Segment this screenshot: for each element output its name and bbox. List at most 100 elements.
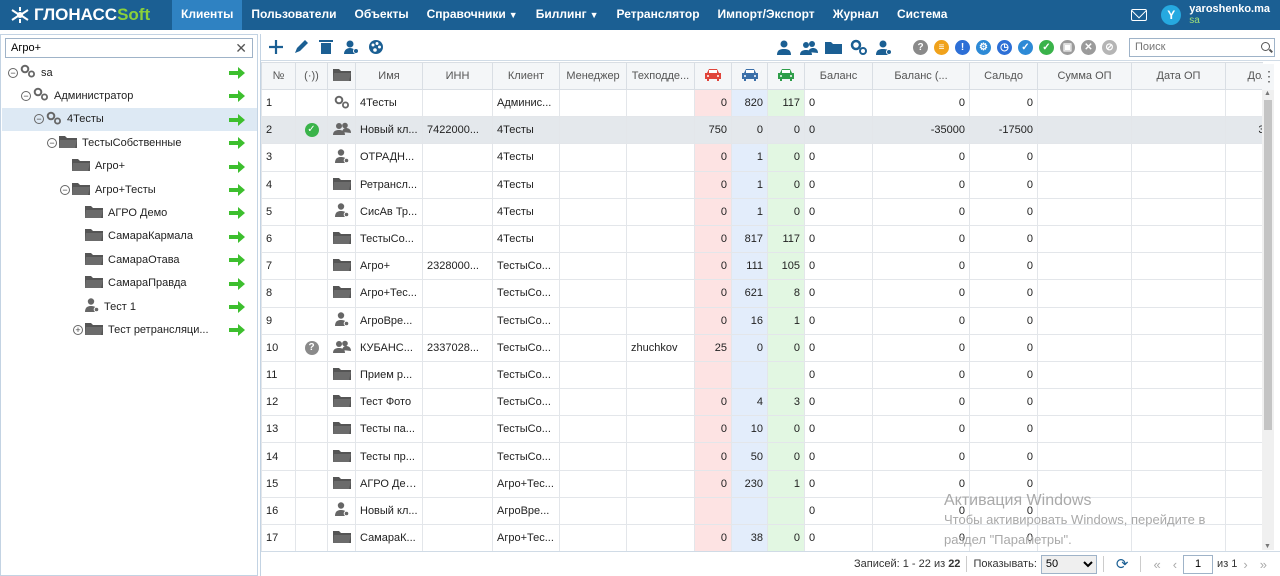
column-header[interactable]: Имя [355,62,423,90]
column-header[interactable]: Дата ОП [1131,62,1226,90]
nav-item-8[interactable]: Система [888,0,957,30]
tree-search-input[interactable] [6,39,252,57]
collapse-icon[interactable]: − [21,90,31,101]
first-page-icon[interactable]: « [1153,556,1161,572]
tree-node[interactable]: − ТестыСобственные [2,131,257,154]
collapse-icon[interactable]: − [60,184,70,195]
column-header[interactable]: Менеджер [559,62,627,90]
go-to-arrow-icon[interactable] [229,113,245,129]
go-to-arrow-icon[interactable] [229,254,245,269]
filter-folder-icon[interactable] [824,37,844,57]
go-to-arrow-icon[interactable] [229,90,245,105]
tree-node[interactable]: Тест 1 [2,295,257,318]
tree-node[interactable]: − 4Тесты [2,107,257,131]
car-green-icon[interactable] [767,62,805,90]
table-row[interactable]: 10? КУБАНС... 2337028... ТестыСо... zhuchkov… [261,333,1263,362]
expand-icon[interactable]: + [73,324,83,335]
car-red-icon[interactable] [694,62,732,90]
scroll-up-icon[interactable]: ▲ [1264,90,1271,97]
nav-item-3[interactable]: Справочники ▼ [418,0,527,30]
tree-node[interactable]: − Агро+Тесты [2,178,257,201]
tree-node[interactable]: − Администратор [2,84,257,107]
collapse-icon[interactable]: − [8,67,18,78]
clock-icon[interactable]: ◷ [997,39,1012,55]
tree-node[interactable]: Агро+ [2,155,257,178]
refresh-icon[interactable]: ⟳ [1115,556,1129,573]
nav-item-1[interactable]: Пользователи [242,0,345,30]
collapse-icon[interactable]: − [34,114,44,125]
column-header[interactable]: Сумма ОП [1037,62,1132,90]
grid-search-input[interactable] [1130,38,1250,56]
car-blue-icon[interactable] [731,62,768,90]
column-header[interactable]: Клиент [492,62,560,90]
thumb-up-icon[interactable]: ✓ [1018,39,1033,55]
column-header[interactable]: (·)) [295,62,328,90]
brand-logo[interactable]: ГЛОНАСС Soft [0,0,172,30]
nav-item-2[interactable]: Объекты [345,0,417,30]
next-page-icon[interactable]: › [1243,556,1248,572]
tree-node[interactable]: СамараКармала [2,225,257,248]
go-to-arrow-icon[interactable] [229,137,245,152]
filter-user-icon[interactable] [774,37,794,57]
go-to-arrow-icon[interactable] [229,184,245,199]
nav-item-4[interactable]: Биллинг ▼ [527,0,608,30]
delete-icon[interactable] [316,37,336,57]
warning-icon[interactable]: ! [955,39,970,55]
nav-item-0[interactable]: Клиенты [172,0,243,30]
table-row[interactable]: 2 ✓ Новый кл... 7422000... 4Тесты 750 0 0 0 -3500… [261,116,1263,145]
clear-search-icon[interactable]: ✕ [235,40,247,56]
go-to-arrow-icon[interactable] [229,301,245,316]
filter-user-gear-icon[interactable] [874,37,894,57]
nav-item-6[interactable]: Импорт/Экспорт [709,0,824,30]
column-header[interactable]: ИНН [422,62,493,90]
mail-icon[interactable] [1131,9,1148,21]
help-icon[interactable]: ? [913,39,928,55]
last-page-icon[interactable]: » [1259,556,1267,572]
tree-node[interactable]: − sa [2,61,257,84]
column-header[interactable]: Техподде... [626,62,695,90]
tree-node[interactable]: СамараОтава [2,248,257,271]
tree-node[interactable]: АГРО Демо [2,201,257,224]
scroll-down-icon[interactable]: ▼ [1264,543,1271,550]
column-menu-icon[interactable]: ⋮ [1262,64,1276,90]
filter-users-icon[interactable] [799,37,819,57]
go-to-arrow-icon[interactable] [229,230,245,246]
go-to-arrow-icon[interactable] [229,160,245,176]
nav-item-5[interactable]: Ретранслятор [608,0,709,30]
column-header[interactable]: Сальдо [969,62,1038,90]
settings-icon[interactable]: ⚙ [976,39,991,55]
add-icon[interactable] [266,37,286,57]
check-icon[interactable]: ✓ [1039,39,1054,55]
list-icon[interactable]: ≡ [934,39,949,55]
go-to-arrow-icon[interactable] [229,324,245,339]
palette-icon[interactable] [366,37,386,57]
go-to-arrow-icon[interactable] [229,67,245,82]
column-header[interactable]: Баланс (... [872,62,970,90]
user-info[interactable]: yaroshenko.ma sa [1189,4,1270,27]
search-icon[interactable] [1261,41,1270,51]
column-header[interactable]: Долг [1225,62,1263,90]
prev-page-icon[interactable]: ‹ [1172,556,1178,572]
tree-node[interactable]: + Тест ретрансляци... [2,318,257,341]
user-settings-icon[interactable] [341,37,361,57]
cancel-icon[interactable]: ✕ [1081,39,1096,55]
lock-icon[interactable]: ▣ [1060,39,1075,55]
collapse-icon[interactable]: − [47,137,57,148]
tree-node[interactable]: СамараПравда [2,272,257,295]
page-size-select[interactable]: 50 [1040,554,1097,574]
nav-item-7[interactable]: Журнал [824,0,888,30]
